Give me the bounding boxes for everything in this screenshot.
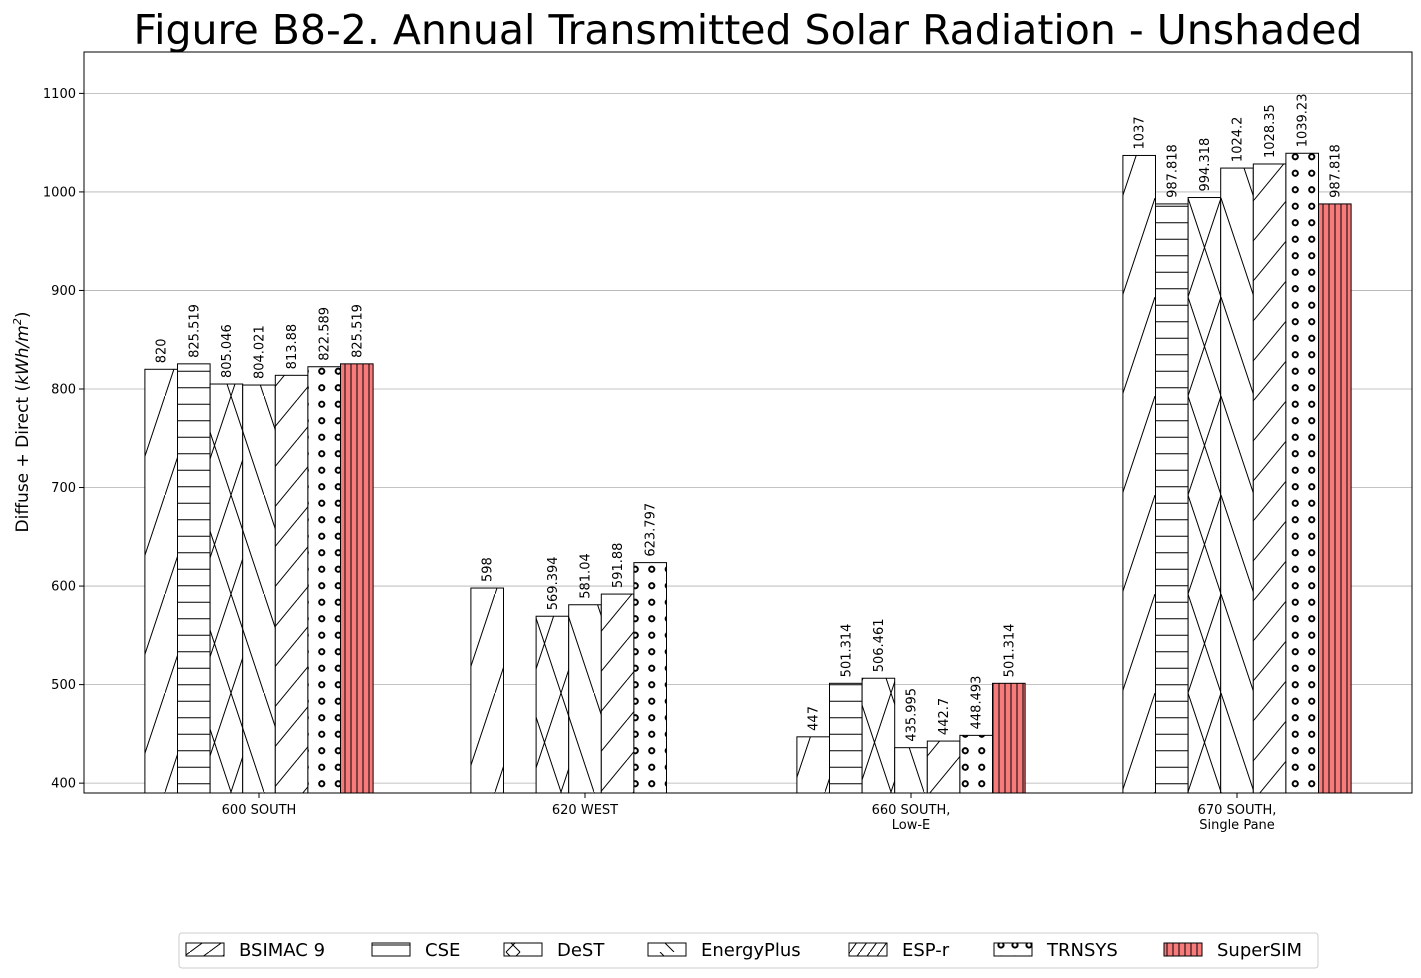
legend-swatch-esp-r bbox=[848, 942, 888, 957]
data-label: 447 bbox=[807, 706, 822, 731]
bar-supersim-0 bbox=[340, 363, 374, 794]
legend-label: ESP-r bbox=[902, 940, 950, 961]
data-label: 1024.2 bbox=[1231, 117, 1246, 163]
bar-trnsys-3 bbox=[1285, 152, 1320, 794]
bar-dest-2 bbox=[861, 677, 896, 794]
legend-label: CSE bbox=[425, 940, 460, 961]
bar-trnsys-1 bbox=[633, 562, 668, 794]
data-label: 501.314 bbox=[839, 624, 854, 678]
data-label: 501.314 bbox=[1002, 624, 1017, 678]
legend-swatch-dest bbox=[503, 942, 543, 957]
bar-trnsys-0 bbox=[307, 366, 341, 794]
data-label: 442.7 bbox=[937, 698, 952, 735]
y-tick-label: 600 bbox=[51, 580, 76, 595]
data-label: 825.519 bbox=[350, 304, 365, 358]
x-tick-label: Low-E bbox=[892, 818, 931, 833]
bar-bsimac-9-3 bbox=[1122, 154, 1157, 794]
y-axis-label-units: kWh/m bbox=[13, 325, 33, 385]
data-label: 825.519 bbox=[187, 304, 202, 358]
data-label: 448.493 bbox=[970, 676, 985, 730]
bar-bsimac-9-1 bbox=[470, 587, 504, 794]
legend-swatch-bsimac-9 bbox=[185, 942, 225, 957]
data-label: 506.461 bbox=[872, 618, 887, 672]
data-label: 987.818 bbox=[1328, 144, 1343, 198]
y-tick-label: 400 bbox=[51, 777, 76, 792]
data-label: 1037 bbox=[1133, 116, 1148, 149]
data-label: 598 bbox=[481, 557, 496, 582]
y-tick-label: 500 bbox=[51, 678, 76, 693]
data-label: 820 bbox=[155, 338, 170, 363]
chart-title: Figure B8-2. Annual Transmitted Solar Ra… bbox=[134, 6, 1363, 54]
bar-energyplus-0 bbox=[242, 384, 276, 794]
data-label: 804.021 bbox=[253, 325, 268, 379]
legend-label: TRNSYS bbox=[1046, 940, 1118, 961]
data-label: 994.318 bbox=[1198, 138, 1213, 192]
bars bbox=[144, 152, 1352, 794]
bar-energyplus-3 bbox=[1220, 167, 1254, 794]
y-axis-label: Diffuse + Direct (kWh/m2) bbox=[11, 312, 33, 533]
data-labels: 820 825.519 805.046 804.021 813.88 822.589 825… bbox=[155, 94, 1344, 742]
y-axis-label-prefix: Diffuse + Direct ( bbox=[13, 385, 33, 533]
y-axis-label-power: 2 bbox=[11, 318, 24, 325]
legend-swatch-supersim bbox=[1163, 942, 1203, 957]
bar-esp-r-3 bbox=[1252, 163, 1287, 794]
legend-label: EnergyPlus bbox=[701, 940, 801, 961]
bar-supersim-3 bbox=[1318, 203, 1352, 794]
bar-esp-r-1 bbox=[600, 593, 635, 794]
x-tick-label: 670 SOUTH, bbox=[1198, 803, 1277, 818]
data-label: 822.589 bbox=[318, 307, 333, 361]
y-tick-label: 900 bbox=[51, 284, 76, 299]
legend-swatch-cse bbox=[371, 942, 411, 957]
data-label: 987.818 bbox=[1165, 144, 1180, 198]
bar-supersim-2 bbox=[992, 682, 1026, 794]
y-tick-label: 700 bbox=[51, 481, 76, 496]
x-tick-label: 620 WEST bbox=[552, 803, 618, 818]
y-axis-label-suffix: ) bbox=[13, 312, 33, 319]
bar-trnsys-2 bbox=[959, 734, 994, 794]
data-label: 581.04 bbox=[579, 553, 594, 599]
x-axis-ticks: 600 SOUTH 620 WEST 660 SOUTH,Low-E 670 SOUT… bbox=[222, 793, 1277, 833]
bar-bsimac-9-2 bbox=[796, 736, 831, 794]
bar-cse-3 bbox=[1155, 203, 1189, 794]
bar-cse-0 bbox=[177, 363, 211, 794]
bar-dest-1 bbox=[535, 615, 570, 794]
legend-label: BSIMAC 9 bbox=[239, 940, 325, 961]
data-label: 1039.23 bbox=[1296, 94, 1311, 148]
x-tick-label: 600 SOUTH bbox=[222, 803, 297, 818]
legend-label: DeST bbox=[557, 940, 605, 961]
y-tick-label: 1000 bbox=[43, 185, 76, 200]
data-label: 569.394 bbox=[546, 556, 561, 610]
data-label: 813.88 bbox=[285, 324, 300, 370]
data-label: 435.995 bbox=[905, 688, 920, 742]
bar-esp-r-2 bbox=[926, 740, 961, 794]
data-label: 805.046 bbox=[220, 324, 235, 378]
legend-label: SuperSIM bbox=[1217, 940, 1302, 961]
bar-esp-r-0 bbox=[274, 374, 309, 794]
bar-cse-2 bbox=[829, 682, 863, 794]
y-axis-ticks: 400 500 600 700 800 900 1000 1100 bbox=[43, 87, 84, 792]
x-tick-label: Single Pane bbox=[1199, 818, 1275, 833]
legend-swatch-trnsys bbox=[993, 942, 1033, 957]
bar-energyplus-2 bbox=[894, 747, 928, 794]
legend-swatch-energyplus bbox=[647, 942, 687, 957]
y-tick-label: 800 bbox=[51, 382, 76, 397]
y-tick-label: 1100 bbox=[43, 87, 76, 102]
plot-frame bbox=[83, 51, 1413, 794]
bar-bsimac-9-0 bbox=[144, 368, 178, 794]
legend: BSIMAC 9 CSE DeST EnergyPlus ESP-r TRNSYS Supe… bbox=[178, 932, 1319, 969]
bar-dest-0 bbox=[209, 383, 244, 794]
data-label: 591.88 bbox=[611, 543, 626, 589]
bar-dest-3 bbox=[1187, 197, 1222, 794]
bar-energyplus-1 bbox=[568, 604, 602, 794]
data-label: 1028.35 bbox=[1263, 104, 1278, 158]
x-tick-label: 660 SOUTH, bbox=[872, 803, 951, 818]
legend-frame bbox=[178, 932, 1319, 969]
data-label: 623.797 bbox=[644, 503, 659, 557]
